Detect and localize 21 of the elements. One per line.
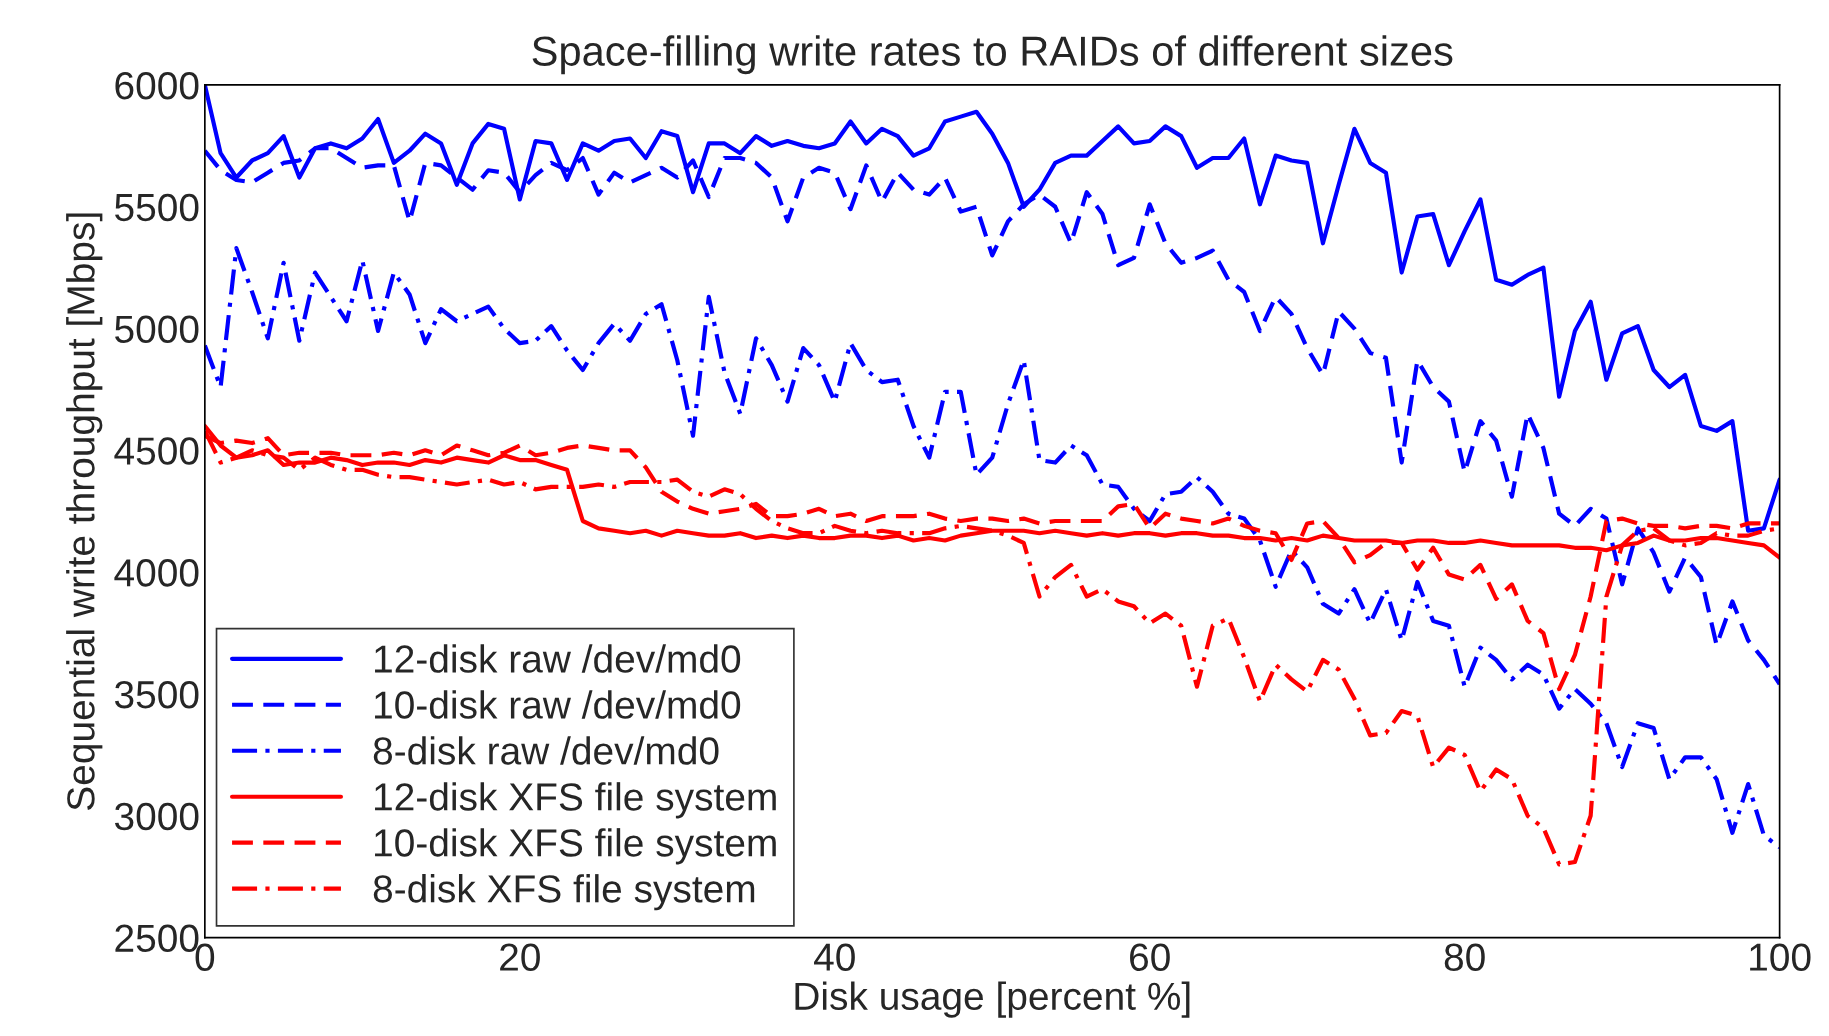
legend-label: 12-disk raw /dev/md0 — [375, 644, 741, 673]
y-tick-label: 4000 — [114, 559, 199, 587]
legend-label: 8-disk XFS file system — [373, 874, 755, 911]
y-tick-label: 3500 — [114, 680, 199, 709]
chart-title: Space-filling write rates to RAIDs of different sizes — [532, 35, 1453, 75]
legend-label: 12-disk XFS file system — [375, 782, 776, 819]
y-tick-label: 4500 — [114, 437, 199, 465]
x-tick-label: 20 — [500, 943, 540, 972]
x-axis-title: Disk usage [percent %] — [795, 981, 1190, 1018]
x-tick-label: 80 — [1444, 943, 1485, 972]
y-axis-title: Sequential write throughput [Mbps] — [66, 213, 103, 810]
y-tick-label: 5000 — [115, 315, 199, 344]
legend-label: 10-disk raw /dev/md0 — [375, 690, 741, 719]
x-tick-label: 100 — [1750, 943, 1811, 972]
x-tick-label: 60 — [1130, 943, 1170, 972]
y-tick-label: 3000 — [114, 802, 199, 831]
y-tick-label: 6000 — [115, 71, 199, 100]
y-tick-label: 5500 — [115, 193, 199, 222]
legend-label: 8-disk raw /dev/md0 — [373, 736, 719, 765]
x-tick-label: 40 — [814, 943, 855, 972]
legend-label: 10-disk XFS file system — [375, 828, 776, 865]
